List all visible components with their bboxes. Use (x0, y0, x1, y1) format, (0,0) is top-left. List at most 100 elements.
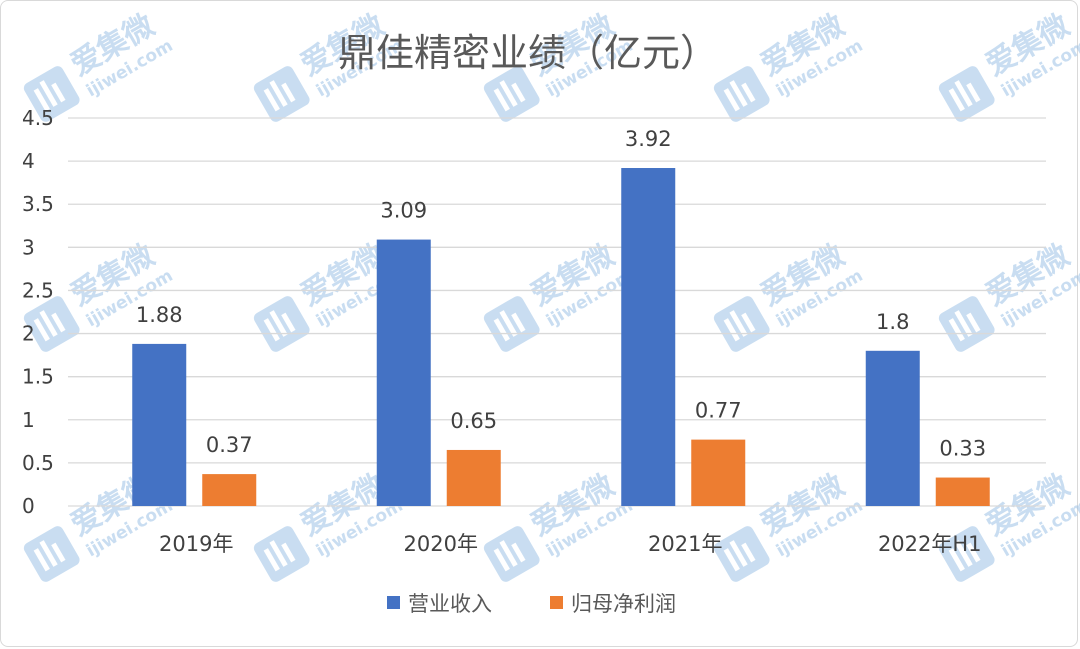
watermark-logo-stroke (729, 80, 748, 107)
watermark-logo (23, 296, 80, 352)
legend-label-net-profit: 归母净利润 (571, 592, 676, 616)
watermark-logo-stroke (39, 80, 58, 107)
watermark-logo (713, 296, 770, 352)
bar-net-profit (446, 449, 501, 506)
watermark-logo (938, 526, 995, 582)
watermark-logo-stroke (263, 318, 280, 342)
watermark-logo (938, 296, 995, 352)
watermark-logo-stroke (499, 310, 518, 337)
watermark-logo-stroke (263, 548, 280, 572)
watermark-logo-stroke (948, 548, 965, 572)
y-tick-label: 4.5 (22, 106, 54, 130)
watermark-logo-stroke (723, 548, 740, 572)
watermark-logo-stroke (511, 542, 526, 563)
watermark-logo-stroke (51, 542, 66, 563)
watermark-logo-stroke (954, 540, 973, 567)
watermark-logo-stroke (281, 312, 296, 333)
legend-swatch-net-profit (550, 596, 563, 609)
watermark-logo-stroke (33, 548, 50, 572)
x-category-label: 2020年 (404, 532, 478, 556)
watermark-logo-stroke (51, 82, 66, 103)
bar-revenue (621, 168, 676, 506)
y-tick-label: 0 (22, 494, 35, 518)
bar-net-profit (202, 474, 257, 506)
watermark-logo-stroke (33, 318, 50, 342)
bars (132, 168, 990, 506)
bar-net-profit (691, 439, 746, 506)
watermark-logo-stroke (281, 82, 296, 103)
y-tick-label: 1.5 (22, 365, 54, 389)
data-label-net-profit: 0.37 (206, 433, 253, 457)
watermark-logo-stroke (741, 82, 756, 103)
data-label-revenue: 1.8 (876, 310, 909, 334)
watermark-logo-stroke (948, 88, 965, 112)
y-tick-label: 2.5 (22, 278, 54, 302)
y-tick-label: 2 (22, 322, 35, 346)
legend-swatch-revenue (387, 596, 400, 609)
legend: 营业收入 归母净利润 (387, 592, 676, 616)
chart-title: 鼎佳精密业绩（亿元） (338, 31, 718, 75)
watermark-logo-stroke (39, 310, 58, 337)
watermark-logo-stroke (51, 312, 66, 333)
watermark-logo (23, 66, 80, 122)
watermark-logo (253, 526, 310, 582)
watermark-logo-stroke (281, 542, 296, 563)
x-category-label: 2019年 (159, 532, 233, 556)
watermark-logo-stroke (729, 540, 748, 567)
watermark-logo-stroke (966, 542, 981, 563)
legend-label-revenue: 营业收入 (408, 592, 492, 616)
watermark-logo-stroke (723, 318, 740, 342)
bar-revenue (132, 343, 187, 506)
watermark-logo-stroke (493, 318, 510, 342)
watermark-logo (713, 66, 770, 122)
x-category-label: 2022年H1 (878, 532, 982, 556)
watermark-logo-stroke (511, 312, 526, 333)
data-label-revenue: 3.92 (625, 127, 672, 151)
y-tick-label: 3.5 (22, 192, 54, 216)
watermark-logo-stroke (499, 540, 518, 567)
watermark-logo-stroke (723, 88, 740, 112)
watermark-logo-stroke (493, 548, 510, 572)
watermark-logo-stroke (269, 80, 288, 107)
watermark-logo-stroke (966, 82, 981, 103)
y-tick-label: 3 (22, 235, 35, 259)
watermark-logo (253, 296, 310, 352)
watermark-logo-stroke (966, 312, 981, 333)
y-axis-ticks: 0 0.5 1 1.5 2 2.5 3 3.5 4 4.5 (22, 106, 54, 518)
watermark-logo-stroke (269, 310, 288, 337)
data-label-net-profit: 0.33 (939, 437, 986, 461)
data-label-net-profit: 0.65 (450, 409, 497, 433)
data-labels: 1.88 0.37 3.09 0.65 3.92 0.77 1.8 0.33 (136, 127, 986, 461)
watermark-logo (253, 66, 310, 122)
bar-revenue (376, 239, 431, 506)
watermark-logo-stroke (741, 542, 756, 563)
watermark-logo-stroke (493, 88, 510, 112)
watermark-logo (938, 66, 995, 122)
watermark-logo-stroke (948, 318, 965, 342)
x-category-label: 2021年 (648, 532, 722, 556)
watermark-logo (483, 66, 540, 122)
watermark-logo (23, 526, 80, 582)
data-label-revenue: 1.88 (136, 303, 183, 327)
watermark-logo-stroke (33, 88, 50, 112)
watermark-logo-stroke (263, 88, 280, 112)
y-tick-label: 1 (22, 408, 35, 432)
bar-revenue (865, 350, 920, 506)
watermark-logo (483, 526, 540, 582)
watermark-logo-stroke (269, 540, 288, 567)
watermark-logo-stroke (39, 540, 58, 567)
watermark-logo-stroke (954, 80, 973, 107)
y-tick-label: 0.5 (22, 451, 54, 475)
data-label-revenue: 3.09 (380, 199, 427, 223)
watermark-logo (483, 296, 540, 352)
watermark-logo-stroke (954, 310, 973, 337)
y-tick-label: 4 (22, 149, 35, 173)
watermark-logo-stroke (499, 80, 518, 107)
